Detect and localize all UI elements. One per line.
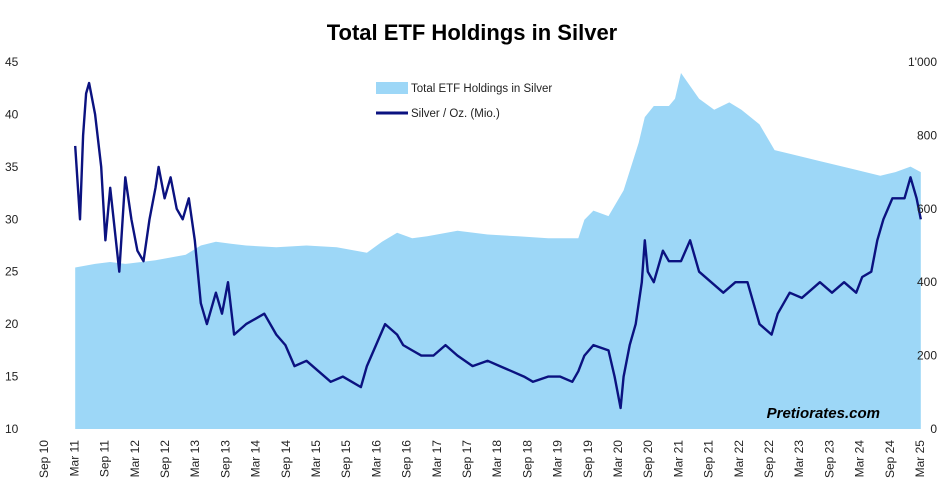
x-axis-tick-label: Sep 20: [641, 440, 655, 478]
silver-line-layer: [74, 81, 922, 410]
x-axis-tick-label: Sep 17: [460, 440, 474, 478]
right-axis-tick-label: 600: [917, 202, 937, 216]
left-axis-tick-label: 20: [5, 317, 19, 331]
left-axis-tick-label: 15: [5, 370, 19, 384]
x-axis-tick-label: Sep 13: [218, 440, 232, 478]
x-axis-tick-label: Mar 16: [369, 440, 383, 478]
right-axis-tick-label: 800: [917, 128, 937, 142]
x-axis-tick-label: Sep 15: [339, 440, 353, 478]
x-axis-ticks: Sep 10 Mar 11 Sep 11 Mar 12 Sep 12 Mar 13 Sep …: [37, 440, 927, 478]
x-axis-tick-label: Sep 23: [822, 440, 836, 478]
x-axis-tick-label: Mar 12: [128, 440, 142, 478]
left-axis-tick-label: 35: [5, 160, 19, 174]
left-axis-tick-label: 45: [5, 55, 19, 69]
right-axis-tick-label: 200: [917, 349, 937, 363]
left-axis-tick-label: 10: [5, 422, 19, 436]
x-axis-tick-label: Mar 22: [732, 440, 746, 478]
right-axis-tick-label: 1'000: [908, 55, 937, 69]
right-axis-tick-label: 400: [917, 275, 937, 289]
legend-swatch-etf-holdings: [376, 82, 408, 94]
x-axis-tick-label: Sep 22: [762, 440, 776, 478]
x-axis-tick-label: Mar 14: [249, 440, 263, 478]
x-axis-tick-label: Sep 18: [520, 440, 534, 478]
x-axis-tick-label: Mar 17: [430, 440, 444, 478]
x-axis-tick-label: Sep 10: [37, 440, 51, 478]
x-axis-tick-label: Mar 11: [67, 440, 81, 477]
x-axis-tick-label: Mar 21: [671, 440, 685, 478]
left-axis-tick-label: 40: [5, 107, 19, 121]
left-axis-ticks: 10 15 20 25 30 35 40 45: [5, 55, 19, 436]
x-axis-tick-label: Sep 12: [158, 440, 172, 478]
x-axis-tick-label: Sep 11: [98, 440, 112, 477]
x-axis-tick-label: Sep 21: [702, 440, 716, 478]
x-axis-tick-label: Sep 24: [883, 440, 897, 478]
x-axis-tick-label: Sep 14: [279, 440, 293, 478]
chart-title: Total ETF Holdings in Silver: [327, 20, 618, 45]
left-axis-tick-label: 30: [5, 212, 19, 226]
legend: Total ETF Holdings in Silver Silver / Oz…: [376, 82, 552, 120]
x-axis-tick-label: Sep 16: [400, 440, 414, 478]
silver-price-line: [74, 81, 922, 410]
x-axis-tick-label: Sep 19: [581, 440, 595, 478]
x-axis-tick-label: Mar 24: [853, 440, 867, 478]
x-axis-tick-label: Mar 19: [551, 440, 565, 478]
left-axis-tick-label: 25: [5, 265, 19, 279]
etf-holdings-area: [75, 73, 921, 429]
right-axis-tick-label: 0: [930, 422, 937, 436]
x-axis-tick-label: Mar 13: [188, 440, 202, 478]
right-axis-ticks: 0 200 400 600 800 1'000: [908, 55, 937, 436]
legend-label-silver: Silver / Oz. (Mio.): [411, 108, 500, 120]
x-axis-tick-label: Mar 23: [792, 440, 806, 478]
watermark: Pretiorates.com: [767, 405, 880, 422]
x-axis-tick-label: Mar 20: [611, 440, 625, 478]
x-axis-tick-label: Mar 15: [309, 440, 323, 478]
etf-holdings-area-layer: [75, 73, 921, 429]
legend-label-etf-holdings: Total ETF Holdings in Silver: [411, 83, 552, 95]
x-axis-tick-label: Mar 25: [913, 440, 927, 478]
x-axis-tick-label: Mar 18: [490, 440, 504, 478]
